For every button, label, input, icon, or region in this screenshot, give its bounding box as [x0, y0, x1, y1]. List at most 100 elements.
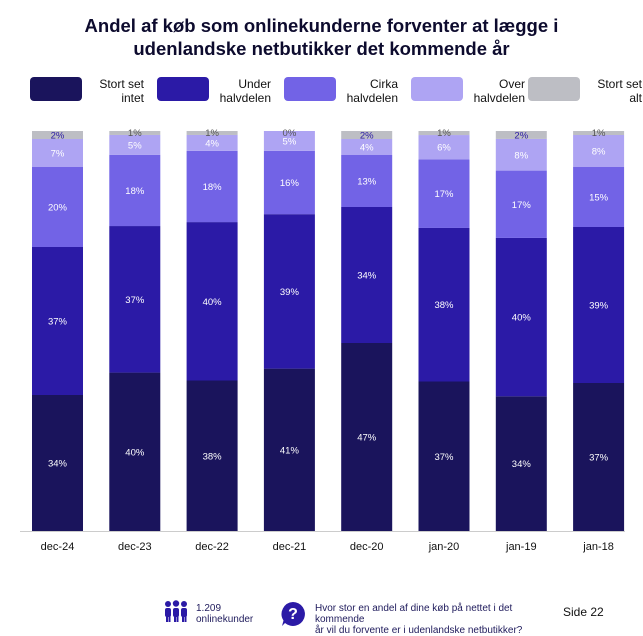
page-number: Side 22 [563, 605, 604, 619]
bar-segment [418, 135, 470, 160]
bar-segment [186, 380, 238, 531]
data-label: 34% [512, 459, 532, 470]
data-label: 34% [357, 271, 377, 282]
bar-segment [186, 150, 238, 223]
bar-segment [186, 134, 238, 151]
data-label: 7% [51, 149, 65, 160]
survey-question-line-2: år vil du forvente er i udenlandske netb… [315, 625, 523, 636]
bar-segment [495, 237, 547, 397]
legend-swatch [284, 77, 336, 101]
bar-segment [573, 167, 625, 227]
data-label: 5% [128, 140, 142, 151]
x-tick-label: jan-19 [505, 541, 537, 553]
x-tick-label: dec-20 [350, 541, 384, 553]
data-label: 38% [203, 451, 223, 462]
bar-segment [418, 381, 470, 531]
chart-title-line-2: udenlandske netbutikker det kommende år [133, 38, 510, 59]
data-label: 37% [434, 452, 454, 463]
chart-title: Andel af køb som onlinekunderne forvente… [60, 14, 583, 60]
respondent-count-label: onlinekunder [196, 614, 254, 625]
data-label: 13% [357, 177, 377, 188]
data-label: 18% [203, 182, 223, 193]
x-tick-label: jan-20 [428, 541, 460, 553]
data-label: 17% [434, 189, 454, 200]
data-label: 18% [125, 186, 145, 197]
bar-segment [495, 170, 547, 238]
bar-segment [573, 135, 625, 167]
people-icon [163, 600, 189, 627]
legend-label: Stort set alt [597, 77, 642, 105]
data-label: 37% [125, 295, 145, 306]
x-tick-label: dec-21 [273, 541, 307, 553]
data-label: 5% [283, 136, 297, 147]
legend-label: Under halvdelen [219, 77, 271, 105]
legend-label: Over halvdelen [473, 77, 525, 105]
bar-segment [263, 150, 315, 215]
data-label: 40% [512, 313, 532, 324]
x-tick-label: dec-24 [41, 541, 75, 553]
data-label: 37% [589, 453, 609, 464]
bar-segment [32, 139, 83, 167]
chart-title-line-1: Andel af køb som onlinekunderne forvente… [84, 15, 559, 36]
bar-segment [341, 343, 393, 531]
stacked-bar-chart: 34%37%20%7%2%dec-2440%37%18%5%1%dec-2338… [20, 128, 625, 553]
x-tick-label: jan-18 [582, 541, 614, 553]
data-label: 47% [357, 433, 377, 444]
bar-segment [32, 247, 83, 395]
question-icon: ? [280, 601, 306, 632]
data-label: 6% [437, 143, 451, 154]
bar-segment [573, 383, 625, 531]
data-label: 2% [514, 130, 528, 141]
bar-segment [32, 131, 83, 139]
data-label: 37% [48, 317, 68, 328]
bar-segment [341, 155, 393, 207]
data-label: 38% [434, 300, 454, 311]
data-label: 4% [360, 143, 374, 154]
bar-segment [32, 395, 83, 531]
bar-segment [263, 368, 315, 531]
data-label: 4% [205, 138, 219, 149]
data-label: 2% [360, 131, 374, 142]
legend-swatch [411, 77, 463, 101]
x-tick-label: dec-22 [195, 541, 229, 553]
data-label: 34% [48, 459, 68, 470]
legend-label: Stort set intet [99, 77, 144, 105]
data-label: 1% [592, 128, 606, 139]
data-label: 17% [512, 200, 532, 211]
respondent-count: 1.209 onlinekunder [196, 603, 266, 625]
data-label: 40% [125, 447, 145, 458]
bar-segment [495, 138, 547, 171]
data-label: 1% [437, 128, 451, 139]
data-label: 41% [280, 445, 300, 456]
data-label: 15% [589, 193, 609, 204]
respondent-count-value: 1.209 [196, 603, 222, 614]
bar-segment [341, 131, 393, 139]
x-tick-label: dec-23 [118, 541, 152, 553]
bar-segment [109, 226, 161, 373]
bar-segment [418, 131, 470, 136]
data-label: 2% [51, 131, 65, 142]
legend-swatch [157, 77, 209, 101]
survey-question-line-1: Hvor stor en andel af dine køb på nettet… [315, 603, 513, 625]
bar-segment [341, 207, 393, 343]
bar-segment [109, 134, 161, 155]
bar-segment [418, 227, 470, 382]
legend-label: Cirka halvdelen [346, 77, 398, 105]
bar-segment [109, 154, 161, 227]
bar-segment [341, 139, 393, 155]
bar-segment [418, 159, 470, 228]
bar-segment [573, 227, 625, 383]
bar-segment [32, 167, 83, 247]
bar-segment [186, 131, 238, 135]
svg-text:?: ? [288, 606, 298, 623]
data-label: 16% [280, 178, 300, 189]
bar-segment [495, 396, 547, 531]
bar-segment [109, 131, 161, 135]
survey-question: Hvor stor en andel af dine køb på nettet… [315, 603, 560, 636]
bar-segment [263, 214, 315, 369]
legend-swatch [528, 77, 580, 101]
bar-segment [186, 222, 238, 381]
data-label: 39% [280, 287, 300, 298]
bar-segment [495, 131, 547, 139]
data-label: 1% [205, 128, 219, 139]
